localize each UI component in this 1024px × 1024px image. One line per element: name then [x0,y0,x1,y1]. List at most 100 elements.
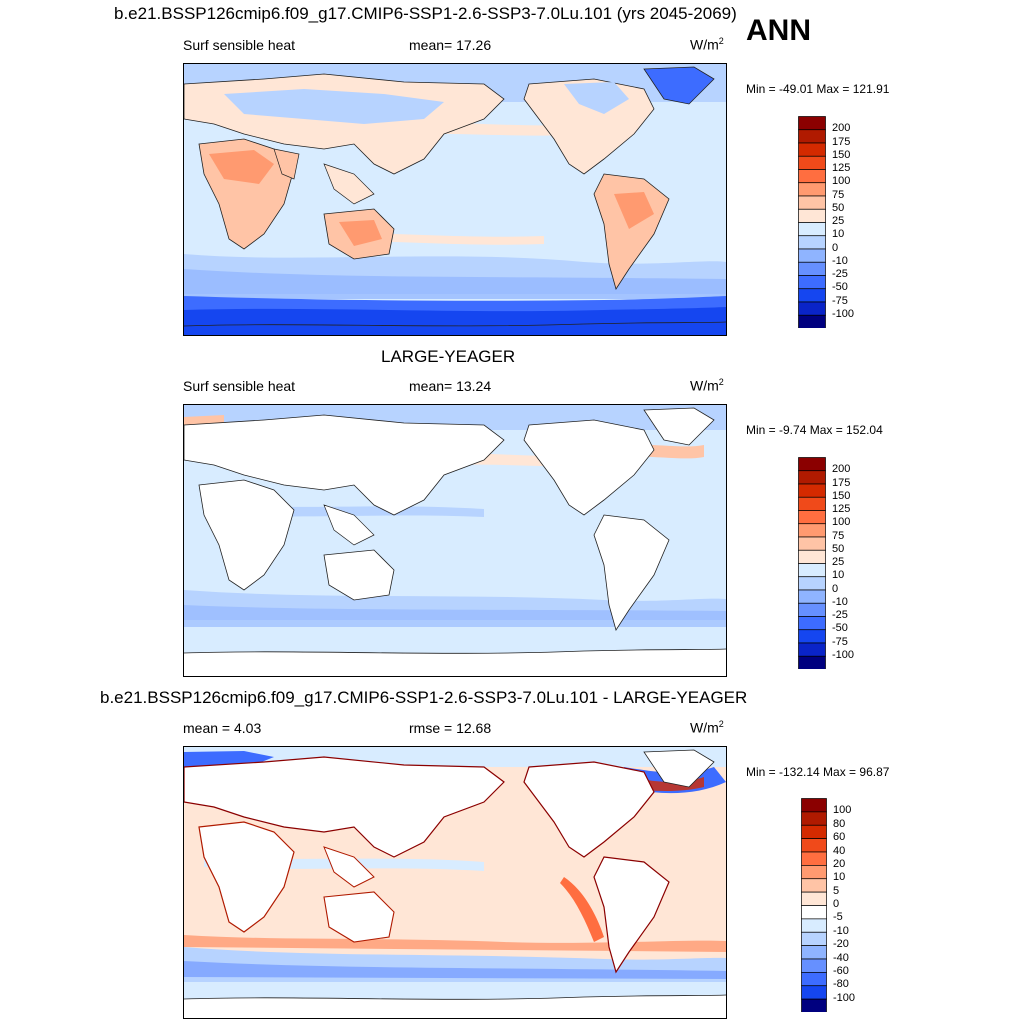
panel3-units: W/m2 [690,719,724,736]
season-label: ANN [746,14,811,47]
colorbar-tick-label: -20 [833,938,849,951]
colorbar-tick-label: -50 [832,622,848,635]
panel3-colorbar: 100 80 60 40 20 10 5 0 -5 -10 -20 -40 -60 -80 -100 [801,798,855,1017]
colorbar-swatch [798,549,826,564]
colorbar-tick-label: -100 [832,648,855,661]
colorbar-swatch [798,129,826,144]
panel3-title: b.e21.BSSP126cmip6.f09_g17.CMIP6-SSP1-2.… [100,688,748,707]
colorbar-tick-label: 125 [832,503,851,515]
colorbar-swatch [798,195,826,210]
colorbar-swatch [801,998,827,1013]
colorbar-tick-label: 40 [833,844,846,857]
colorbar-swatch [801,878,827,893]
panel2-title: LARGE-YEAGER [381,347,516,366]
colorbar-tick-label: -25 [832,268,848,280]
colorbar-swatch [798,169,826,184]
colorbar-swatch [798,222,826,237]
colorbar-swatch [798,576,826,591]
panel1-map [183,63,727,336]
colorbar-tick-label: -5 [833,911,843,924]
colorbar-swatch [801,838,827,853]
colorbar-swatch [801,891,827,906]
colorbar-swatch [798,155,826,170]
colorbar-tick-label: 50 [832,542,845,555]
colorbar-tick-label: 0 [833,898,840,910]
colorbar-tick-label: -10 [833,924,849,937]
panel1-colorbar-swatches [798,116,826,329]
panel3-colorbar-swatches [801,798,827,1013]
panel1-minmax: Min = -49.01 Max = 121.91 [746,82,890,96]
colorbar-tick-label: 5 [833,884,840,897]
colorbar-tick-label: 75 [832,188,845,201]
colorbar-swatch [801,985,827,1000]
colorbar-swatch [801,905,827,920]
colorbar-swatch [798,275,826,290]
panel1-units: W/m2 [690,36,724,53]
colorbar-swatch [798,457,826,472]
panel3-map [183,746,727,1019]
colorbar-tick-label: -100 [833,991,856,1004]
colorbar-swatch [798,142,826,157]
panel3-minmax: Min = -132.14 Max = 96.87 [746,765,890,779]
panel1-variable: Surf sensible heat [183,37,296,53]
colorbar-tick-label: 10 [832,228,845,241]
colorbar-tick-label: 100 [833,804,852,817]
colorbar-tick-label: -10 [832,254,848,267]
colorbar-swatch [798,536,826,551]
colorbar-tick-label: 25 [832,215,845,227]
colorbar-tick-label: 0 [832,241,839,254]
colorbar-swatch [801,918,827,933]
colorbar-tick-label: -100 [832,307,855,320]
colorbar-swatch [798,510,826,525]
colorbar-swatch [801,958,827,973]
colorbar-swatch [798,523,826,538]
colorbar-swatch [801,931,827,946]
colorbar-swatch [798,496,826,511]
colorbar-swatch [798,314,826,329]
colorbar-swatch [801,851,827,866]
panel2-map [183,404,727,677]
colorbar-tick-label: 125 [832,162,851,174]
colorbar-tick-label: -10 [832,595,848,608]
colorbar-tick-label: 100 [832,516,851,529]
colorbar-swatch [798,589,826,604]
colorbar-tick-label: 150 [832,148,851,161]
colorbar-swatch [798,616,826,631]
colorbar-swatch [798,235,826,250]
colorbar-swatch [801,798,827,813]
colorbar-swatch [801,972,827,987]
panel3-rmse: rmse = 12.68 [409,720,492,736]
colorbar-tick-label: -60 [833,964,849,977]
colorbar-swatch [798,208,826,223]
colorbar-tick-label: 80 [833,817,846,830]
colorbar-swatch [801,811,827,826]
colorbar-tick-label: 0 [832,582,839,595]
panel2-colorbar-swatches [798,457,826,670]
panel2-minmax: Min = -9.74 Max = 152.04 [746,423,883,437]
colorbar-tick-label: -75 [832,635,848,648]
colorbar-tick-label: 20 [833,857,846,870]
colorbar-tick-label: -50 [832,281,848,294]
colorbar-swatch [798,602,826,617]
colorbar-tick-label: 200 [832,122,851,135]
colorbar-swatch [801,945,827,960]
colorbar-swatch [801,865,827,880]
colorbar-tick-label: 25 [832,556,845,568]
colorbar-swatch [798,642,826,657]
colorbar-tick-label: 175 [832,135,851,148]
colorbar-swatch [798,655,826,670]
panel2-colorbar: 200 175 150 125 100 75 50 25 10 0 -10 -25 -50 -75 -100 [798,457,854,674]
colorbar-tick-label: 175 [832,476,851,489]
colorbar-tick-label: 10 [833,871,846,884]
panel2-mean: mean= 13.24 [409,378,492,394]
colorbar-swatch [798,248,826,263]
colorbar-tick-label: -40 [833,951,849,964]
colorbar-swatch [798,301,826,316]
colorbar-swatch [798,261,826,276]
colorbar-tick-label: 75 [832,529,845,542]
colorbar-tick-label: 100 [832,175,851,188]
colorbar-swatch [798,629,826,644]
colorbar-swatch [801,824,827,839]
colorbar-swatch [798,182,826,197]
colorbar-swatch [798,470,826,485]
